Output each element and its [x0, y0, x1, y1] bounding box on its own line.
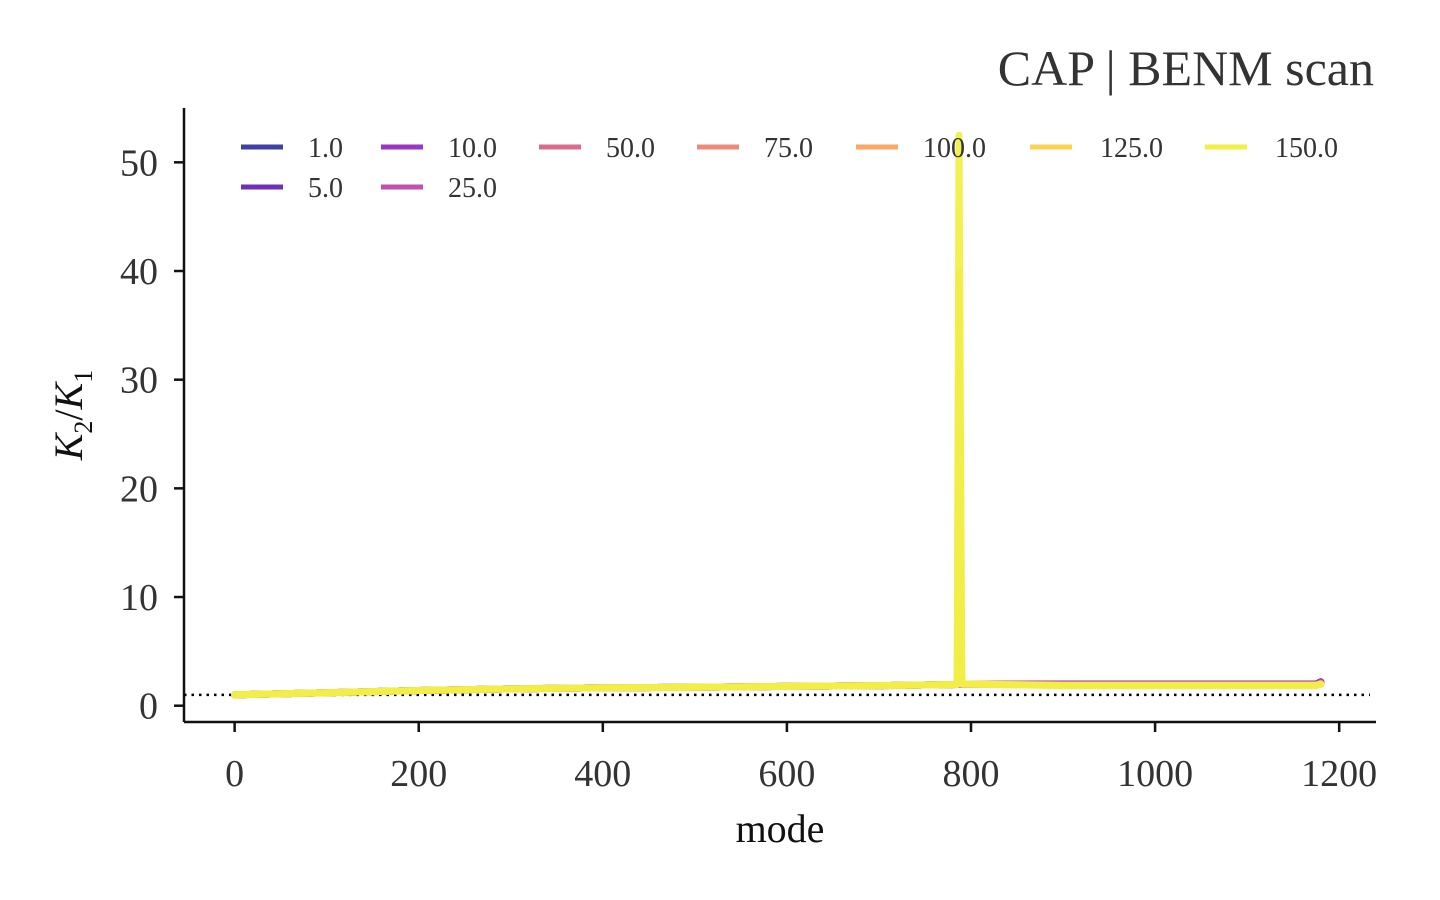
legend-label: 150.0 [1275, 133, 1338, 164]
x-tick-label: 800 [942, 753, 999, 795]
y-tick-label: 10 [120, 577, 158, 619]
y-tick-label: 30 [120, 360, 158, 402]
series-layer [231, 131, 1325, 699]
series-line-100-0 [231, 571, 1325, 699]
series-line-150-0 [231, 131, 1325, 699]
legend-label: 5.0 [308, 173, 343, 204]
legend-label: 125.0 [1100, 133, 1163, 164]
y-axis-label: K2/K1 [46, 370, 98, 462]
chart-title: CAP | BENM scan [998, 40, 1374, 96]
x-tick-label: 400 [574, 753, 631, 795]
x-axis-label: mode [736, 806, 825, 851]
legend-label: 50.0 [606, 133, 655, 164]
x-tick-label: 600 [758, 753, 815, 795]
legend-label: 100.0 [923, 133, 986, 164]
legend-label: 75.0 [764, 133, 813, 164]
x-tick-label: 0 [225, 753, 244, 795]
legend-label: 10.0 [448, 133, 497, 164]
x-tick-label: 1000 [1117, 753, 1193, 795]
ticks-layer: 0 200 400 600 800 1000 1200 0 10 20 30 40 50 [120, 142, 1377, 795]
legend-label: 1.0 [308, 133, 343, 164]
series-line-125-0 [231, 267, 1325, 699]
y-tick-label: 20 [120, 468, 158, 510]
x-tick-label: 200 [390, 753, 447, 795]
y-tick-label: 40 [120, 251, 158, 293]
y-tick-label: 0 [139, 686, 158, 728]
legend-label: 25.0 [448, 173, 497, 204]
legend: 1.0 5.0 10.0 25.0 50.0 75.0 100.0 125.0 150.0 [241, 133, 1338, 204]
x-tick-label: 1200 [1301, 753, 1377, 795]
y-tick-label: 50 [120, 142, 158, 184]
